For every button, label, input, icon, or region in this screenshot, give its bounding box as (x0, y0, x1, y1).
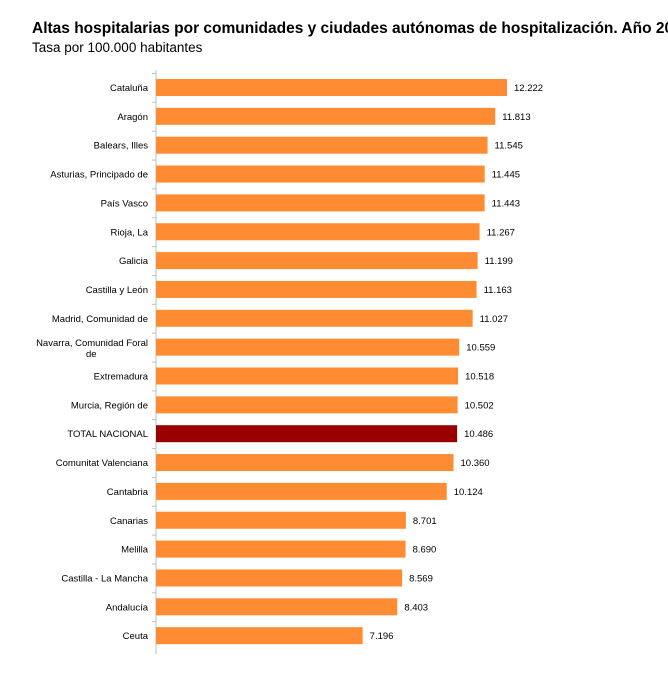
category-label: Castilla - La Mancha (61, 573, 148, 584)
value-label: 11.445 (492, 170, 520, 181)
value-label: 10.502 (465, 400, 494, 411)
category-label: TOTAL NACIONAL (67, 429, 148, 440)
category-label: Galicia (119, 256, 149, 267)
value-label: 8.701 (413, 516, 437, 527)
category-label: Aragón (117, 112, 148, 123)
bar (156, 396, 458, 414)
category-label: Rioja, La (111, 227, 149, 238)
bar (156, 482, 447, 500)
value-label: 10.486 (464, 429, 493, 440)
chart-title: Altas hospitalarias por comunidades y ci… (32, 20, 668, 37)
category-label: País Vasco (101, 198, 148, 209)
category-label: Balears, Illes (94, 141, 149, 152)
bar (156, 309, 473, 327)
value-label: 10.124 (454, 487, 483, 498)
bar (156, 367, 459, 385)
bar (156, 252, 478, 270)
value-label: 10.518 (465, 372, 494, 383)
category-label: Murcia, Región de (71, 400, 148, 411)
chart-subtitle: Tasa por 100.000 habitantes (32, 40, 203, 55)
bar (156, 165, 485, 183)
bar (156, 194, 485, 212)
value-label: 7.196 (370, 631, 394, 642)
value-label: 11.267 (487, 227, 515, 238)
bar (156, 540, 406, 558)
bar (156, 107, 496, 125)
category-label: Asturias, Principado de (50, 170, 148, 181)
bar (156, 79, 507, 96)
bar (156, 454, 454, 472)
category-label: Andalucía (106, 602, 149, 613)
category-label: Castilla y León (86, 285, 148, 296)
value-label: 11.199 (485, 256, 513, 267)
category-label: Melilla (121, 545, 149, 556)
category-label: Ceuta (123, 631, 149, 642)
bar (156, 627, 363, 645)
bar (156, 280, 477, 298)
value-label: 11.813 (502, 112, 530, 123)
category-label: Comunitat Valenciana (56, 458, 149, 469)
value-label: 11.443 (492, 198, 520, 209)
value-label: 8.569 (409, 573, 433, 584)
category-label: Madrid, Comunidad de (52, 314, 148, 325)
bar (156, 569, 403, 587)
bar (156, 223, 480, 241)
value-label: 10.559 (466, 343, 495, 354)
category-label: Navarra, Comunidad Foral de (36, 338, 148, 360)
value-label: 8.403 (404, 602, 428, 613)
value-label: 11.163 (484, 285, 512, 296)
bar (156, 598, 398, 616)
value-label: 10.360 (461, 458, 490, 469)
category-label: Cantabria (107, 487, 149, 498)
bar-total-nacional (156, 425, 458, 443)
value-label: 11.545 (495, 141, 523, 152)
bar (156, 136, 488, 154)
value-label: 8.690 (413, 545, 437, 556)
value-label: 11.027 (480, 314, 508, 325)
category-label: Cataluña (110, 83, 149, 94)
category-label: Extremadura (94, 372, 149, 383)
bar (156, 511, 406, 529)
bar (156, 338, 460, 356)
value-label: 12.222 (514, 83, 543, 94)
category-label: Canarias (110, 516, 148, 527)
